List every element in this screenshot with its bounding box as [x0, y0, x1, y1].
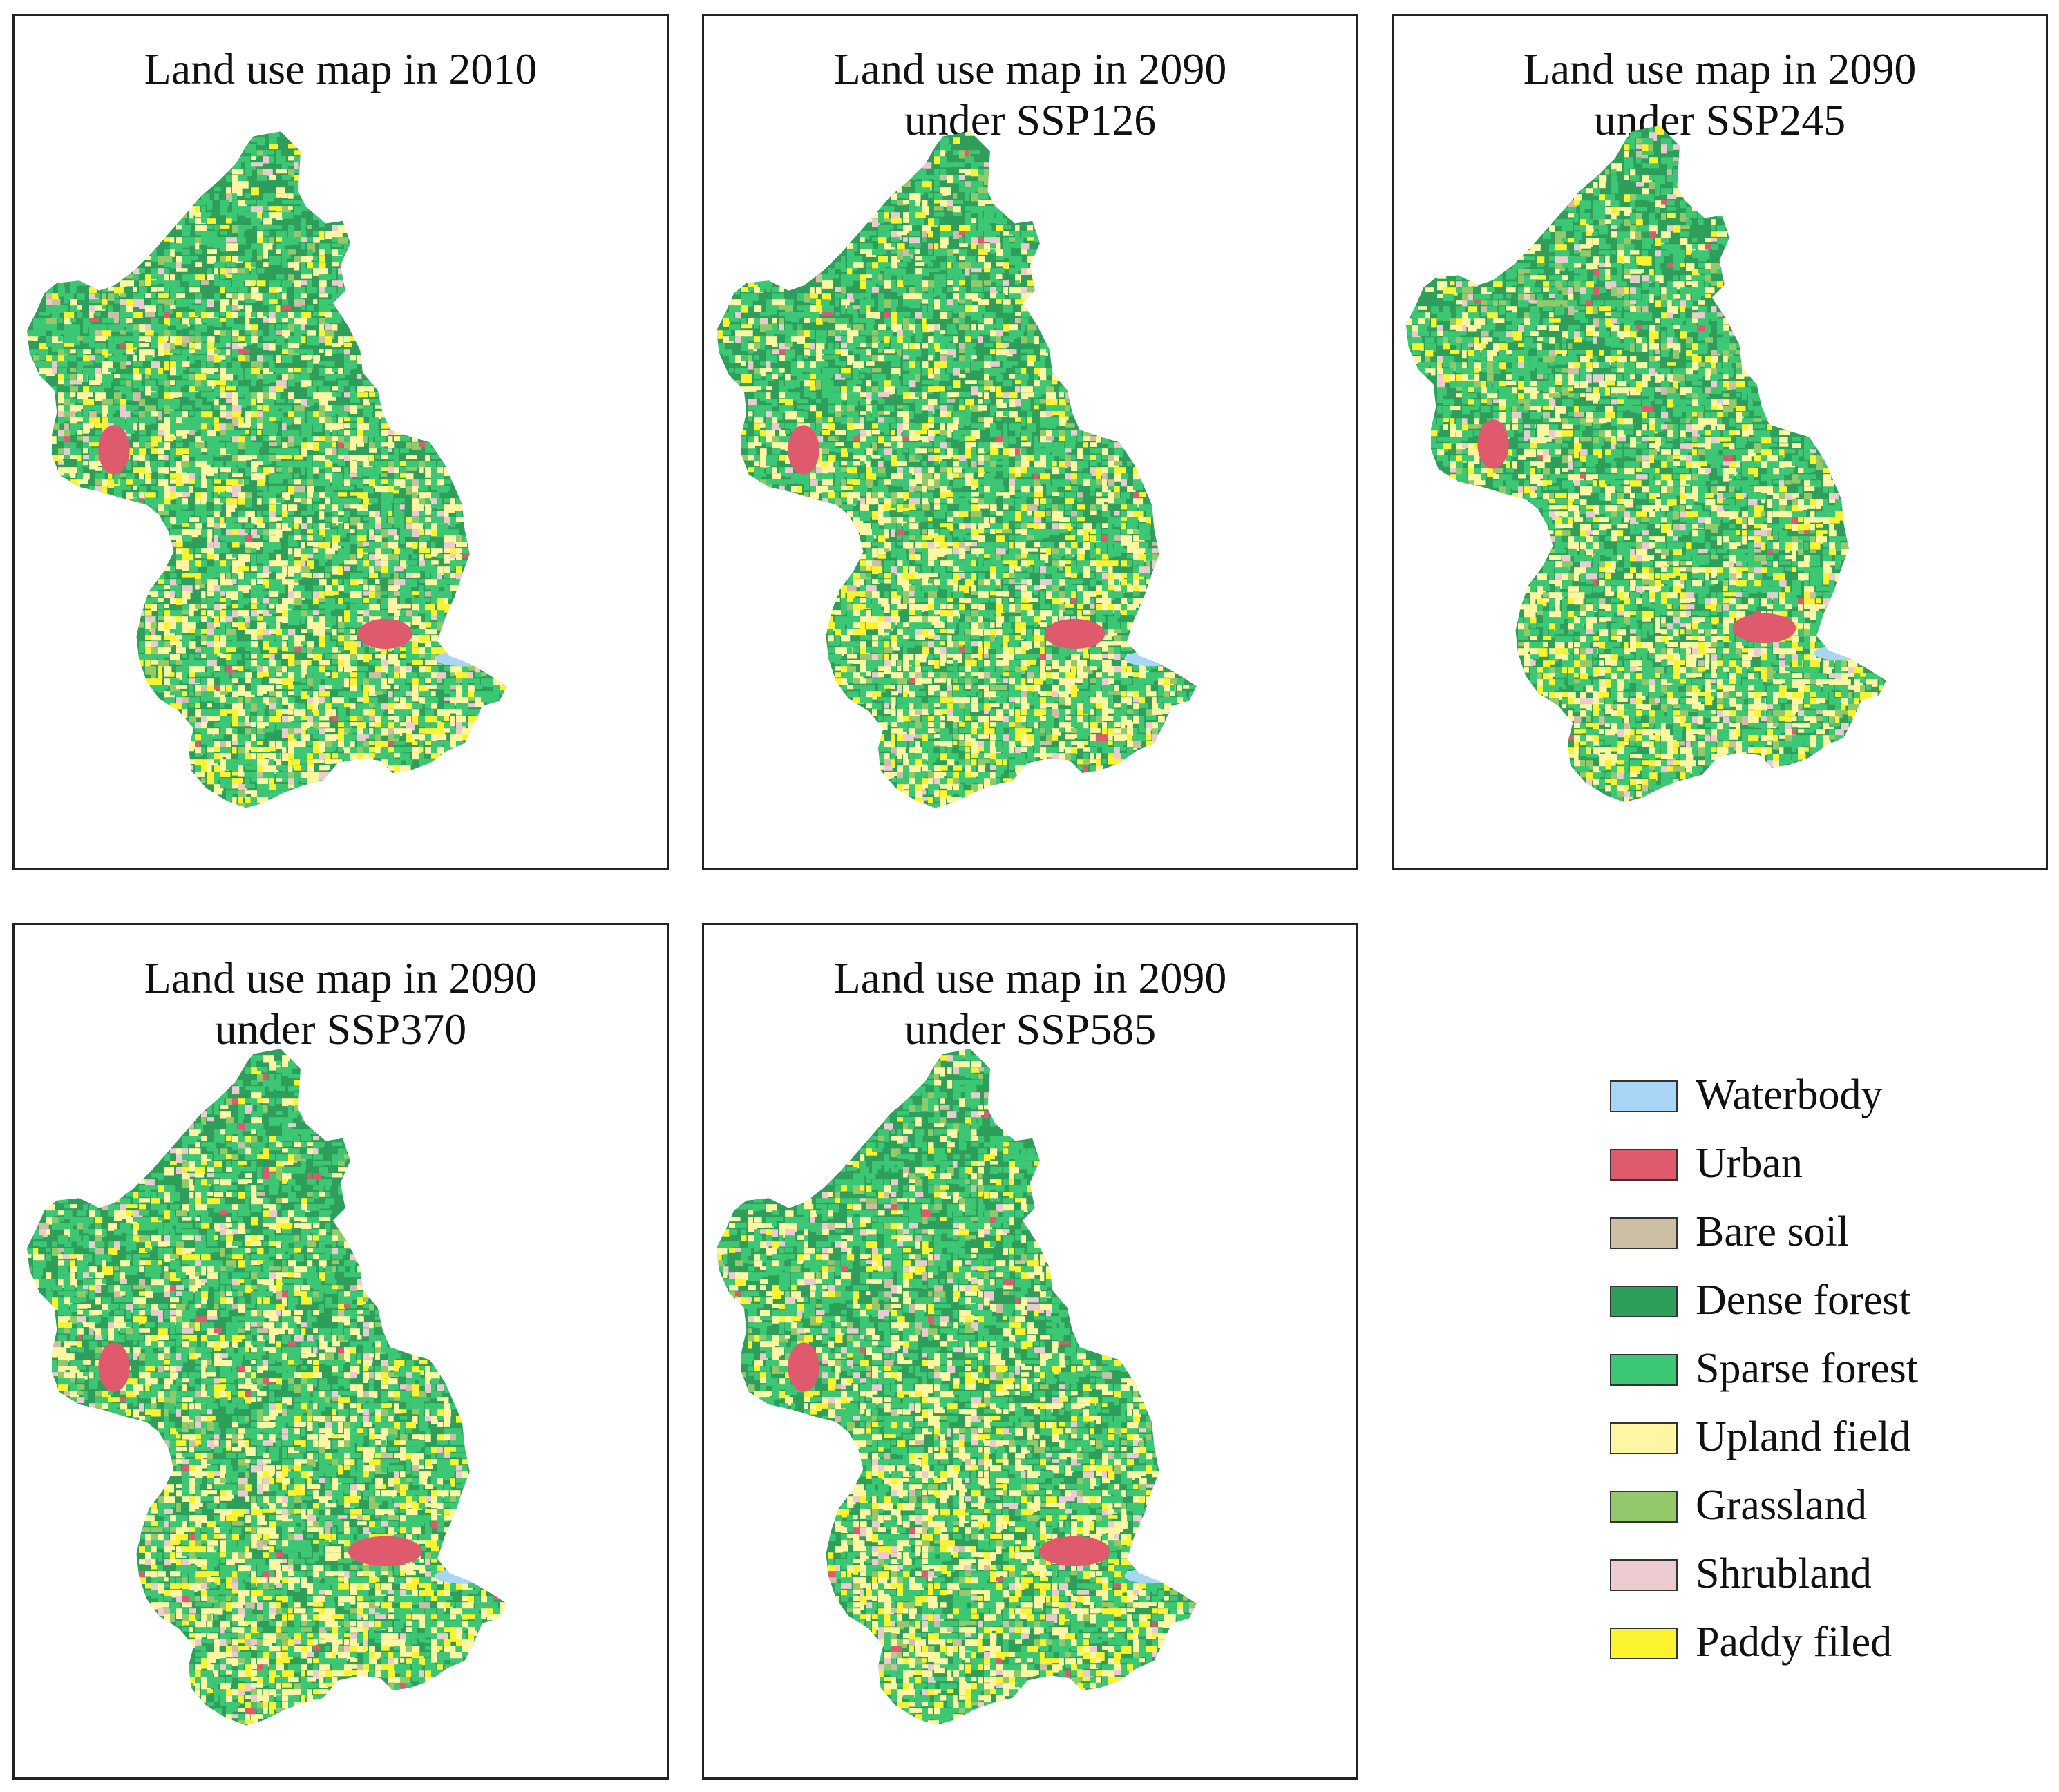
map-title: Land use map in 2090 under SSP370	[15, 953, 667, 1055]
legend-swatch	[1610, 1080, 1678, 1112]
urban-area	[1038, 1536, 1111, 1566]
map-title-line1: Land use map in 2090	[833, 953, 1227, 1002]
land-use-map	[717, 1049, 1197, 1726]
legend-label: Upland field	[1696, 1413, 1911, 1460]
urban-area	[1732, 613, 1796, 644]
legend-swatch	[1610, 1354, 1678, 1386]
legend-item-bare-soil: Bare soil	[1610, 1206, 2024, 1255]
map-title-line1: Land use map in 2010	[144, 44, 538, 93]
legend-swatch	[1610, 1491, 1678, 1523]
waterbody-area	[435, 1568, 490, 1584]
map-panel-ssp585: Land use map in 2090 under SSP585	[702, 923, 1358, 1780]
legend-swatch	[1610, 1286, 1678, 1317]
urban-area	[357, 618, 413, 649]
legend-label: Paddy filed	[1696, 1619, 1892, 1666]
legend-item-paddy-field: Paddy filed	[1610, 1617, 2024, 1666]
legend-item-dense-forest: Dense forest	[1610, 1275, 2024, 1324]
legend-swatch	[1610, 1559, 1678, 1591]
map-raster	[27, 1049, 507, 1726]
map-raster	[717, 1049, 1197, 1726]
map-title-line2: under SSP585	[904, 1004, 1157, 1054]
legend-label: Bare soil	[1696, 1208, 1850, 1255]
legend-item-sparse-forest: Sparse forest	[1610, 1343, 2024, 1392]
map-title-line2: under SSP370	[214, 1004, 467, 1054]
legend-swatch	[1610, 1422, 1678, 1454]
legend-item-urban: Urban	[1610, 1138, 2024, 1187]
waterbody-area	[435, 651, 490, 667]
map-panel-ssp245: Land use map in 2090 under SSP245	[1392, 14, 2048, 870]
legend-item-shrubland: Shrubland	[1610, 1548, 2024, 1597]
legend-label: Waterbody	[1696, 1071, 1883, 1118]
legend-item-upland-field: Upland field	[1610, 1411, 2024, 1460]
map-title-line1: Land use map in 2090	[144, 953, 538, 1002]
legend-label: Shrubland	[1696, 1550, 1872, 1597]
legend-label: Dense forest	[1696, 1277, 1911, 1324]
legend-label: Urban	[1696, 1140, 1803, 1187]
map-title: Land use map in 2090 under SSP126	[704, 44, 1356, 146]
urban-area	[788, 1342, 819, 1392]
map-raster	[1406, 126, 1886, 803]
legend-item-grassland: Grassland	[1610, 1480, 2024, 1529]
urban-area	[788, 425, 819, 475]
waterbody-area	[1124, 651, 1179, 667]
map-title-line1: Land use map in 2090	[833, 44, 1227, 93]
map-panel-2010: Land use map in 2010	[12, 14, 669, 870]
map-title: Land use map in 2010	[15, 44, 667, 95]
waterbody-area	[1814, 645, 1869, 661]
waterbody-area	[1124, 1568, 1179, 1584]
legend-swatch	[1610, 1217, 1678, 1249]
urban-area	[98, 425, 130, 475]
land-use-map	[27, 131, 507, 808]
map-title: Land use map in 2090 under SSP245	[1394, 44, 2046, 146]
map-title-line1: Land use map in 2090	[1523, 44, 1917, 93]
urban-area	[98, 1342, 130, 1392]
map-raster	[717, 131, 1197, 808]
land-use-map	[717, 131, 1197, 808]
map-raster	[27, 131, 507, 808]
legend-item-waterbody: Waterbody	[1610, 1069, 2024, 1118]
legend-swatch	[1610, 1628, 1678, 1659]
map-title: Land use map in 2090 under SSP585	[704, 953, 1356, 1055]
map-panel-ssp370: Land use map in 2090 under SSP370	[12, 923, 669, 1780]
urban-area	[1044, 618, 1106, 649]
map-panel-ssp126: Land use map in 2090 under SSP126	[702, 14, 1358, 870]
urban-area	[1477, 419, 1509, 469]
legend-swatch	[1610, 1149, 1678, 1181]
legend-label: Grassland	[1696, 1482, 1867, 1529]
land-use-map	[1406, 126, 1886, 803]
legend-label: Sparse forest	[1696, 1345, 1918, 1392]
land-use-map	[27, 1049, 507, 1726]
urban-area	[348, 1536, 423, 1566]
